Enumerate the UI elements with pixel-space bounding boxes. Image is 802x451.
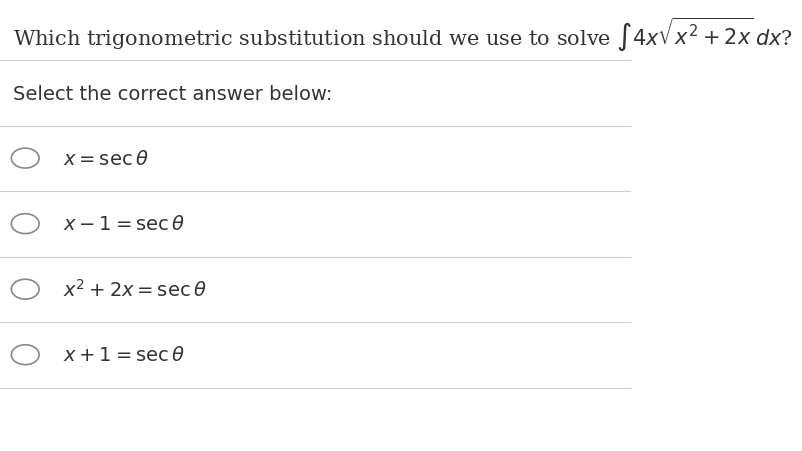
Text: $x^2 + 2x = \sec\theta$: $x^2 + 2x = \sec\theta$ <box>63 279 207 300</box>
Text: $x - 1 = \sec\theta$: $x - 1 = \sec\theta$ <box>63 215 185 234</box>
Text: $x = \sec\theta$: $x = \sec\theta$ <box>63 149 148 168</box>
Text: $x + 1 = \sec\theta$: $x + 1 = \sec\theta$ <box>63 345 185 364</box>
Text: Which trigonometric substitution should we use to solve $\int 4x\sqrt{x^2 + 2x}\: Which trigonometric substitution should … <box>13 15 792 53</box>
Text: Select the correct answer below:: Select the correct answer below: <box>13 85 332 104</box>
